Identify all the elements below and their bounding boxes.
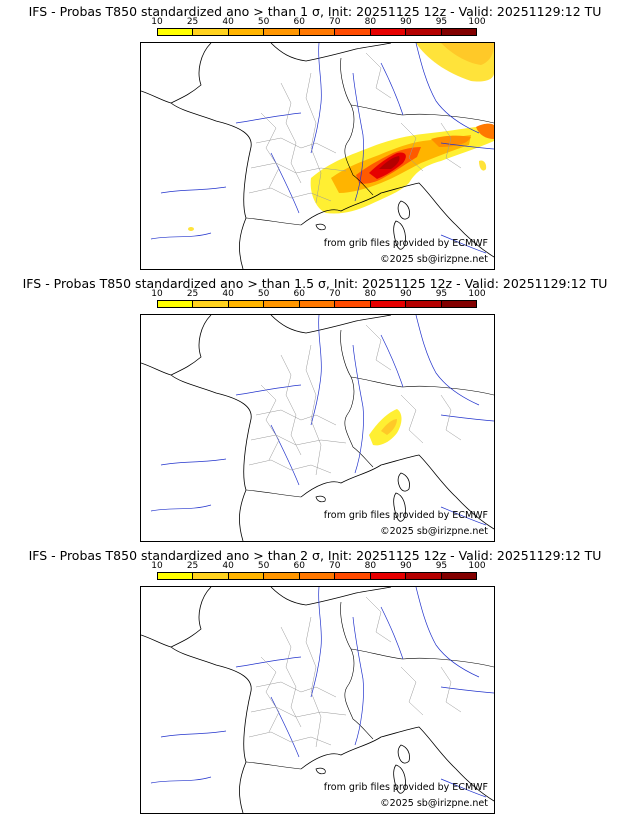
legend-swatch (370, 29, 407, 35)
forecast-panel-2: IFS - Probas T850 standardized ano > tha… (0, 276, 630, 546)
forecast-panel-3: IFS - Probas T850 standardized ano > tha… (0, 548, 630, 818)
legend-label: 90 (400, 17, 412, 27)
legend-swatch (299, 573, 336, 579)
legend-swatch (335, 301, 371, 307)
legend-swatch (228, 29, 265, 35)
panel-title: IFS - Probas T850 standardized ano > tha… (22, 276, 608, 291)
legend-label: 80 (364, 289, 377, 299)
copyright-credit: ©2025 sb@irizpne.net (380, 526, 488, 537)
copyright-credit: ©2025 sb@irizpne.net (380, 798, 488, 809)
legend-swatch (370, 573, 407, 579)
legend-label: 50 (257, 289, 270, 299)
map-geography (141, 587, 494, 813)
legend-swatch (264, 29, 300, 35)
data-source-credit: from grib files provided by ECMWF (323, 782, 488, 793)
legend-swatch (193, 29, 229, 35)
panel-title: IFS - Probas T850 standardized ano > tha… (28, 548, 602, 563)
legend-label: 80 (364, 17, 377, 27)
data-source-credit: from grib files provided by ECMWF (323, 238, 488, 249)
legend-swatch (406, 29, 442, 35)
legend-labels: 10 25 40 50 60 70 80 90 95 100 (151, 289, 485, 299)
legend-label: 40 (222, 561, 234, 571)
legend-label: 25 (186, 561, 199, 571)
legend-swatch (441, 573, 476, 579)
probability-map: from grib files provided by ECMWF ©2025 … (140, 42, 495, 270)
copyright-credit: ©2025 sb@irizpne.net (380, 254, 488, 265)
legend-label: 95 (435, 561, 448, 571)
legend-label: 70 (329, 561, 341, 571)
color-scale-legend (157, 300, 477, 308)
legend-label: 40 (222, 17, 234, 27)
legend-label: 50 (257, 17, 270, 27)
legend-label: 100 (468, 17, 486, 27)
color-scale-legend (157, 28, 477, 36)
legend-swatch (228, 301, 265, 307)
legend-label: 100 (468, 289, 486, 299)
data-source-credit: from grib files provided by ECMWF (323, 510, 488, 521)
legend-swatch (335, 573, 371, 579)
legend-label: 95 (435, 289, 448, 299)
legend-swatch (158, 29, 194, 35)
legend-swatch (299, 301, 336, 307)
legend-labels: 10 25 40 50 60 70 80 90 95 100 (151, 17, 485, 27)
legend-swatch (193, 301, 229, 307)
legend-labels: 10 25 40 50 60 70 80 90 95 100 (151, 561, 485, 571)
legend-swatch (370, 301, 407, 307)
legend-label: 10 (151, 289, 163, 299)
legend-swatch (228, 573, 265, 579)
probability-shading (188, 43, 494, 231)
legend-label: 25 (186, 17, 199, 27)
legend-swatch (264, 573, 300, 579)
legend-swatch (264, 301, 300, 307)
legend-label: 70 (329, 17, 341, 27)
legend-label: 60 (293, 561, 305, 571)
legend-swatch (299, 29, 336, 35)
legend-swatch (193, 573, 229, 579)
legend-swatch (441, 301, 476, 307)
probability-shading (369, 409, 402, 446)
legend-label: 10 (151, 17, 163, 27)
color-scale-legend (157, 572, 477, 580)
legend-swatch (406, 573, 442, 579)
legend-swatch (158, 573, 194, 579)
legend-swatch (441, 29, 476, 35)
legend-label: 10 (151, 561, 163, 571)
map-canvas (141, 43, 494, 269)
legend-label: 90 (400, 561, 412, 571)
legend-label: 60 (293, 17, 305, 27)
forecast-panel-1: IFS - Probas T850 standardized ano > tha… (0, 4, 630, 274)
legend-label: 95 (435, 17, 448, 27)
legend-label: 70 (329, 289, 341, 299)
legend-swatch (335, 29, 371, 35)
legend-label: 100 (468, 561, 486, 571)
panel-title: IFS - Probas T850 standardized ano > tha… (28, 4, 602, 19)
legend-swatch (406, 301, 442, 307)
legend-label: 60 (293, 289, 305, 299)
legend-label: 50 (257, 561, 270, 571)
legend-swatch (158, 301, 194, 307)
legend-label: 80 (364, 561, 377, 571)
map-canvas (141, 587, 494, 813)
map-canvas (141, 315, 494, 541)
probability-map: from grib files provided by ECMWF ©2025 … (140, 314, 495, 542)
legend-label: 40 (222, 289, 234, 299)
map-geography (141, 315, 494, 541)
probability-map: from grib files provided by ECMWF ©2025 … (140, 586, 495, 814)
legend-label: 25 (186, 289, 199, 299)
legend-label: 90 (400, 289, 412, 299)
